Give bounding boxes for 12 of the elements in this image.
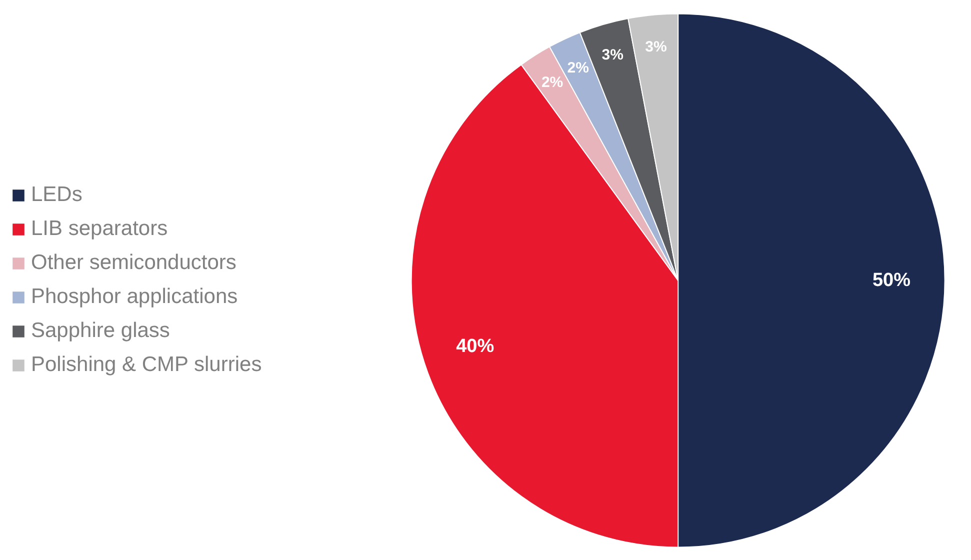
data-label: 40% [456, 336, 494, 357]
data-label: 3% [602, 46, 624, 64]
legend-label: Polishing & CMP slurries [31, 353, 262, 377]
data-label: 2% [541, 74, 564, 91]
legend-label: Phosphor applications [31, 285, 238, 309]
legend-label: Other semiconductors [31, 251, 236, 275]
legend-label: Sapphire glass [31, 319, 170, 343]
data-label: 2% [567, 60, 589, 77]
data-label: 50% [872, 270, 911, 291]
data-label: 3% [645, 38, 667, 56]
legend-label: LEDs [31, 183, 82, 207]
legend-label: LIB separators [31, 217, 168, 241]
